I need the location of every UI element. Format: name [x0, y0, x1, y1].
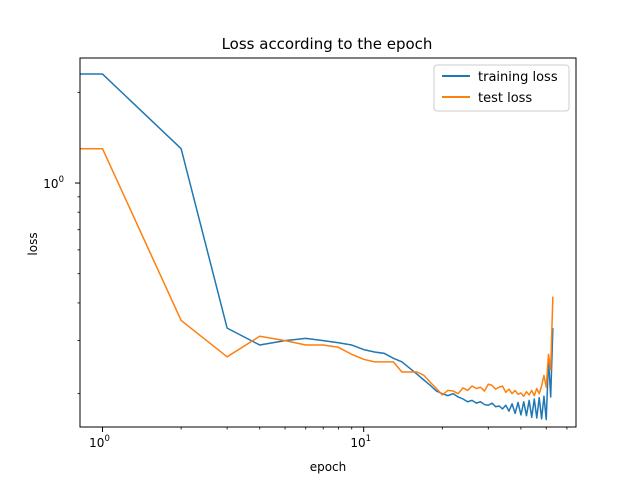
legend-label-test-loss: test loss [478, 91, 532, 106]
y-tick-label: 100 [43, 175, 64, 191]
y-axis-ticks: 100 [43, 91, 80, 395]
series-line-test-loss [80, 147, 554, 398]
legend-label-training-loss: training loss [478, 70, 558, 85]
plot-area-frame [79, 57, 577, 428]
series-line-training-loss [80, 73, 554, 421]
plot-lines [80, 73, 554, 421]
chart-title: Loss according to the epoch [222, 35, 433, 53]
legend: training loss test loss [433, 64, 570, 112]
x-axis-label: epoch [310, 460, 347, 474]
y-axis-label: loss [26, 232, 40, 255]
